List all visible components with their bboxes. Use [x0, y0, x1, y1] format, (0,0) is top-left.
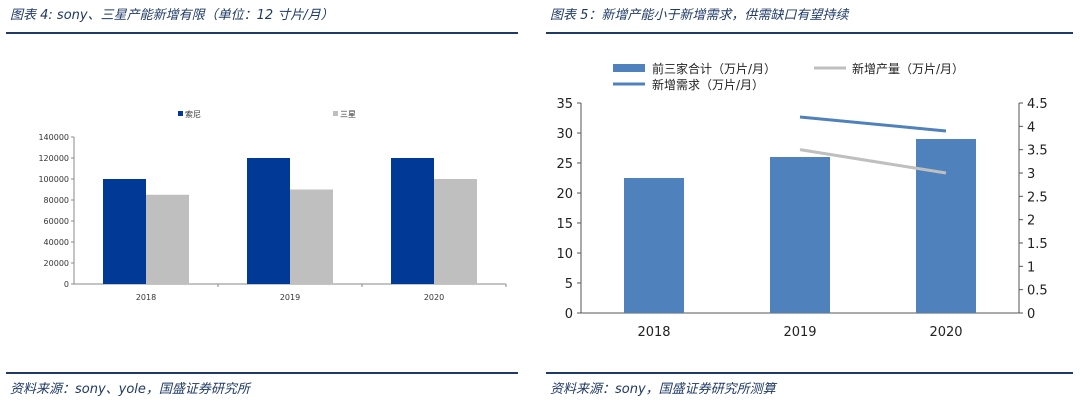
left-bar-samsung-2019: [290, 189, 333, 284]
left-bar-samsung-2018: [146, 194, 189, 284]
right-right-y-tick-label: 4: [1027, 120, 1035, 135]
left-legend-label: 索尼: [185, 109, 201, 119]
left-bar-sony-2019: [247, 158, 290, 284]
left-x-tick-label: 2019: [280, 293, 300, 302]
right-right-y-tick-label: 4.5: [1027, 97, 1048, 112]
left-source-rule: [6, 372, 518, 374]
left-chart-panel: 图表 4: sony、三星产能新增有限（单位：12 寸片/月） 0 20000 40…: [6, 0, 518, 401]
left-x-tick-label: 2018: [136, 293, 156, 302]
right-right-y-tick-label: 1.5: [1027, 237, 1048, 252]
right-left-y-tick-label: 5: [565, 277, 573, 292]
right-x-tick-label: 2020: [929, 325, 962, 340]
right-combo-chart: 0 5 10 15 20 25 30 35 0 0.5 1 1.5 2 2.5 3 3.5 4 4.5 2018 20…: [556, 61, 1048, 340]
right-line-new-demand: [799, 115, 947, 133]
right-right-y-tick-label: 2: [1027, 214, 1035, 229]
right-right-y-tick-label: 1: [1027, 260, 1035, 275]
right-right-y-tick-label: 0.5: [1027, 284, 1048, 299]
left-y-tick-label: 120000: [38, 154, 69, 163]
left-y-tick-label: 100000: [38, 175, 69, 184]
right-legend-output-label: 新增产量（万片/月）: [852, 61, 964, 76]
left-bar-sony-2020: [391, 158, 434, 284]
right-left-y-tick-label: 15: [556, 217, 573, 232]
left-chart-title: 图表 4: sony、三星产能新增有限（单位：12 寸片/月）: [10, 8, 334, 23]
left-bar-chart: 0 20000 40000 60000 80000 100000 120000 140000 2…: [38, 109, 507, 302]
right-chart-panel: 图表 5：新增产能小于新增需求，供需缺口有望持续 0 5 10 15 20 25 30 35 0…: [546, 0, 1073, 401]
left-bar-samsung-2020: [434, 179, 477, 284]
right-right-y-tick-label: 3: [1027, 167, 1035, 182]
right-legend-bar-label: 前三家合计（万片/月）: [652, 61, 776, 76]
right-title-rule: [546, 32, 1073, 34]
right-x-tick-label: 2019: [783, 325, 816, 340]
right-x-tick-label: 2018: [637, 325, 670, 340]
right-source-note: 资料来源：sony，国盛证券研究所测算: [550, 382, 776, 397]
right-line-new-output: [799, 148, 947, 175]
right-left-y-tick-label: 0: [565, 307, 573, 322]
left-x-tick-label: 2020: [424, 293, 444, 302]
right-right-y-tick-label: 3.5: [1027, 144, 1048, 159]
left-legend-swatch: [333, 111, 338, 116]
right-left-y-tick-label: 10: [556, 247, 573, 262]
left-y-tick-label: 60000: [44, 217, 69, 226]
right-left-y-tick-label: 25: [556, 157, 573, 172]
right-right-y-tick-label: 2.5: [1027, 190, 1048, 205]
right-legend-bar-swatch: [613, 64, 645, 72]
left-source-note: 资料来源：sony、yole，国盛证券研究所: [10, 382, 250, 397]
right-left-y-tick-label: 35: [556, 97, 573, 112]
left-y-tick-label: 20000: [44, 259, 69, 268]
right-chart-title: 图表 5：新增产能小于新增需求，供需缺口有望持续: [550, 8, 849, 23]
left-title-rule: [6, 32, 518, 34]
right-bar-2018: [624, 178, 684, 313]
right-legend-demand-label: 新增需求（万片/月）: [652, 77, 764, 92]
left-y-tick-label: 40000: [44, 238, 69, 247]
left-y-tick-label: 0: [64, 280, 69, 289]
left-bar-sony-2018: [103, 179, 146, 284]
right-left-y-tick-label: 20: [556, 187, 573, 202]
left-legend-swatch: [178, 111, 183, 116]
left-legend-label: 三星: [340, 110, 356, 119]
right-bar-2019: [770, 157, 830, 313]
right-right-y-tick-label: 0: [1027, 307, 1035, 322]
right-left-y-tick-label: 30: [556, 127, 573, 142]
right-bar-2020: [916, 139, 976, 313]
left-y-tick-label: 140000: [38, 133, 69, 142]
left-y-tick-label: 80000: [44, 196, 69, 205]
right-source-rule: [546, 372, 1073, 374]
